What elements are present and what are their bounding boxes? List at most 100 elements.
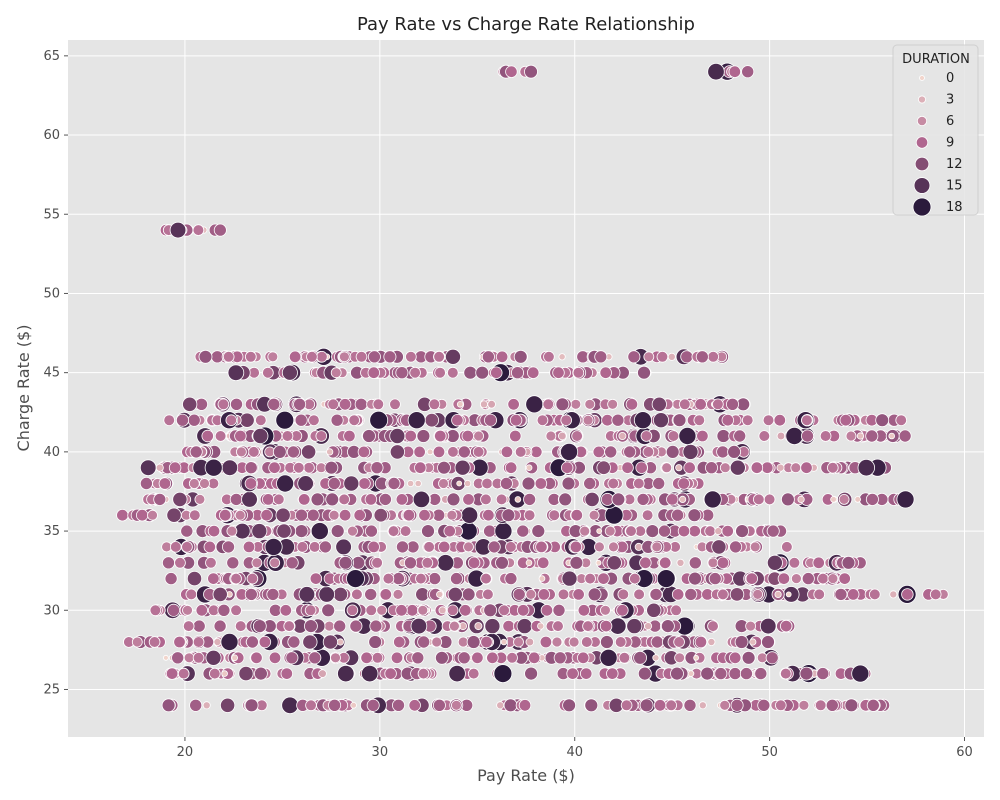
data-point	[658, 524, 672, 538]
data-point	[857, 459, 876, 477]
data-point	[253, 666, 268, 681]
data-point	[446, 509, 458, 521]
data-point	[358, 477, 371, 490]
data-point	[696, 429, 709, 443]
legend-label: 18	[946, 200, 963, 215]
data-point	[373, 508, 389, 523]
data-point	[433, 350, 445, 363]
data-point	[308, 651, 322, 665]
data-point	[185, 588, 198, 601]
data-point	[460, 506, 479, 524]
data-point	[714, 527, 723, 536]
legend-marker	[919, 75, 925, 81]
data-point	[480, 493, 492, 506]
data-point	[694, 398, 707, 411]
data-point	[682, 443, 699, 460]
data-point	[693, 414, 706, 427]
data-point	[717, 588, 729, 601]
data-point	[766, 524, 780, 538]
data-point	[637, 666, 652, 681]
x-axis-label: Pay Rate ($)	[477, 766, 575, 785]
data-point	[387, 476, 401, 490]
data-point	[391, 698, 405, 712]
data-point	[587, 587, 602, 602]
data-point	[504, 572, 518, 586]
data-point	[234, 509, 246, 521]
data-point	[683, 461, 696, 474]
data-point	[667, 352, 676, 361]
data-point	[351, 588, 363, 601]
data-point	[437, 460, 451, 475]
data-point	[798, 699, 810, 711]
data-point	[817, 572, 829, 585]
data-point	[633, 411, 652, 430]
data-point	[286, 445, 300, 459]
data-point	[539, 635, 553, 649]
data-point	[408, 699, 421, 712]
data-point	[752, 589, 764, 600]
data-point	[716, 556, 730, 570]
data-point	[741, 414, 754, 427]
data-point	[525, 464, 533, 472]
data-point	[332, 586, 349, 603]
data-point	[292, 461, 305, 474]
data-point	[169, 221, 187, 239]
data-point	[474, 622, 483, 631]
data-point	[785, 426, 804, 445]
data-point	[365, 604, 378, 617]
data-point	[659, 556, 672, 570]
data-point	[438, 540, 451, 554]
data-point	[704, 525, 716, 537]
data-point	[741, 650, 756, 665]
data-point	[303, 619, 318, 633]
data-point	[486, 651, 499, 665]
data-point	[745, 572, 759, 585]
data-point	[172, 491, 188, 507]
data-point	[500, 445, 514, 459]
data-point	[597, 572, 610, 585]
data-point	[680, 350, 694, 364]
data-point	[221, 670, 228, 677]
data-point	[315, 430, 328, 442]
data-point	[758, 430, 771, 442]
data-point	[376, 604, 388, 616]
data-point	[369, 410, 389, 430]
data-point	[673, 636, 685, 648]
data-point	[719, 699, 731, 711]
data-point	[678, 495, 687, 503]
data-point	[599, 648, 618, 667]
data-point	[759, 617, 777, 635]
data-point	[443, 524, 456, 538]
data-point	[608, 541, 619, 553]
data-point	[568, 636, 580, 648]
data-point	[186, 570, 203, 587]
data-point	[481, 350, 495, 364]
data-point	[580, 667, 593, 680]
data-point	[165, 667, 179, 680]
data-point	[688, 524, 701, 538]
data-point	[800, 461, 813, 474]
data-point	[294, 508, 308, 522]
data-point	[318, 540, 332, 554]
data-point	[217, 603, 231, 617]
data-point	[251, 523, 268, 540]
data-point	[726, 397, 740, 411]
data-point	[645, 524, 660, 538]
data-point	[728, 65, 742, 78]
data-point	[353, 509, 366, 522]
data-point	[505, 65, 518, 78]
data-point	[538, 575, 546, 582]
data-point	[825, 698, 839, 712]
data-point	[650, 635, 664, 649]
data-point	[561, 461, 574, 474]
data-point	[285, 556, 299, 570]
data-point	[276, 523, 292, 539]
data-point	[195, 604, 209, 617]
data-point	[513, 349, 528, 364]
data-point	[456, 400, 464, 408]
data-point	[727, 444, 741, 459]
data-point	[672, 413, 687, 428]
data-point	[888, 432, 895, 440]
data-point	[306, 350, 318, 363]
data-point	[198, 349, 213, 364]
